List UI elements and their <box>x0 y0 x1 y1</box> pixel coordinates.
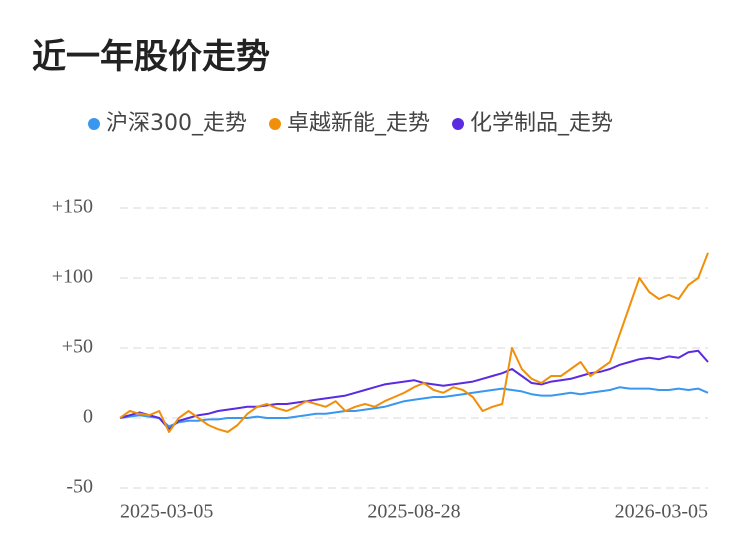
series-line <box>119 252 709 433</box>
series-line <box>119 386 709 428</box>
legend-marker <box>88 118 100 130</box>
y-tick-label: +100 <box>52 266 93 288</box>
legend-marker <box>269 118 281 130</box>
x-tick-label: 2025-08-28 <box>367 501 460 523</box>
y-tick-label: -50 <box>66 476 93 498</box>
x-tick-label: 2026-03-05 <box>615 501 708 523</box>
y-tick-label: 0 <box>83 406 93 428</box>
chart-title: 近一年股价走势 <box>32 37 270 77</box>
x-tick-label: 2025-03-05 <box>120 501 213 523</box>
series-line <box>119 349 709 431</box>
legend-label: 卓越新能_走势 <box>287 111 430 136</box>
legend-label: 化学制品_走势 <box>470 111 613 136</box>
legend-label: 沪深300_走势 <box>106 111 247 136</box>
y-tick-label: +150 <box>52 196 93 218</box>
y-tick-label: +50 <box>62 336 93 358</box>
legend-marker <box>452 118 465 130</box>
